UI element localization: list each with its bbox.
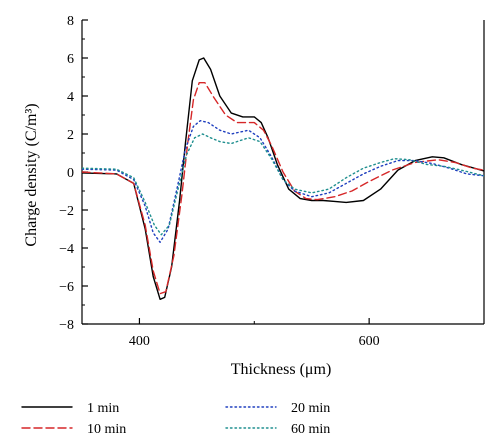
y-axis-title: Charge density (C/m³) <box>23 103 40 246</box>
series-line-60-min <box>82 133 484 236</box>
series-line-1-min <box>82 57 484 300</box>
y-tick-label: 8 <box>67 14 74 29</box>
legend-label-60-min: 60 min <box>291 422 330 437</box>
legend-label-10-min: 10 min <box>87 422 126 437</box>
series-line-20-min <box>82 120 484 243</box>
x-tick-label: 600 <box>359 334 380 349</box>
x-axis-ticks: 400 600 <box>129 318 485 349</box>
x-axis-title: Thickness (μm) <box>231 361 332 378</box>
series-lines <box>82 57 484 300</box>
y-tick-label: −6 <box>59 280 74 295</box>
y-tick-label: 4 <box>67 90 74 105</box>
series-line-10-min <box>82 82 484 295</box>
y-tick-label: 2 <box>67 128 74 143</box>
legend: 1 min 10 min 20 min 60 min <box>21 401 330 437</box>
x-tick-label: 400 <box>129 334 150 349</box>
y-axis-ticks: −8 −6 −4 −2 0 2 4 6 8 <box>59 14 88 333</box>
y-tick-label: −8 <box>59 318 74 333</box>
y-tick-label: 0 <box>67 166 74 181</box>
legend-label-1-min: 1 min <box>87 401 119 416</box>
y-tick-label: −2 <box>59 204 74 219</box>
y-tick-label: 6 <box>67 52 74 67</box>
legend-label-20-min: 20 min <box>291 401 330 416</box>
y-tick-label: −4 <box>59 242 74 257</box>
